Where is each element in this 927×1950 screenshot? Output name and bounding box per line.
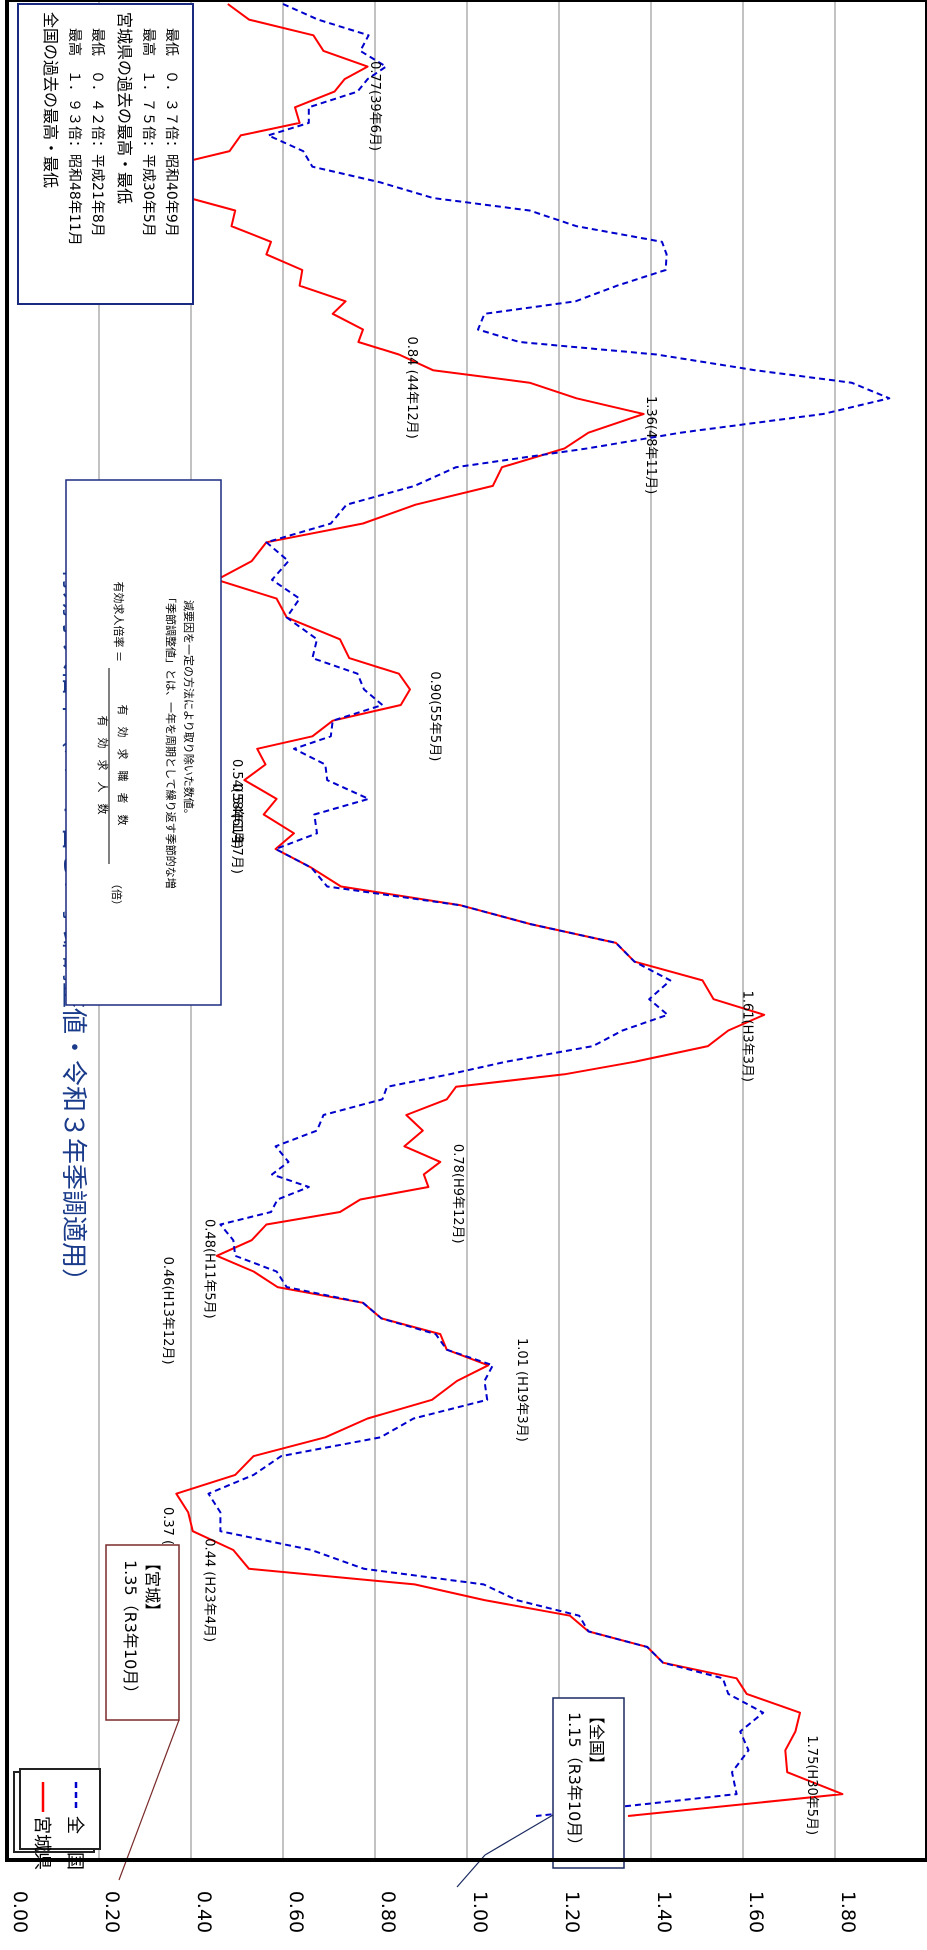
callout-zenkoku: 【全国】 1.15（R3年10月） (456, 1697, 625, 1888)
y-tick-label: 0.20 (101, 1891, 123, 1933)
annotation-label: 0.54(61年7月) (229, 784, 244, 874)
series-line-zenkoku (207, 3, 891, 1817)
y-tick-label: 1.80 (837, 1891, 859, 1933)
callout-miyagi-title: 【宮城】 (143, 1555, 162, 1619)
series-line-miyagi (164, 3, 844, 1817)
records-line-6: 最低 ０．３７倍：昭和40年9月 (163, 28, 179, 237)
y-tick-label: 1.20 (561, 1891, 583, 1933)
plot-area: 1.75(H30年5月) 1.01 (H19年3月) 0.78(H9年12月) 1.6… (5, 0, 927, 1888)
formula-numerator: 有 効 求 人 数 (96, 716, 110, 815)
records-line-5: 最高 １．７５倍：平成30年5月 (140, 28, 157, 237)
callout-zenkoku-title: 【全国】 (587, 1708, 606, 1772)
annotation-label: 0.44 (H23年4月) (201, 1538, 216, 1642)
series-lines (164, 3, 891, 1817)
y-tick-label: 1.40 (653, 1891, 675, 1933)
annotation-label: 1.61(H3年3月) (740, 991, 755, 1082)
legend-miyagi-label: 宮城県 (31, 1816, 52, 1870)
formula-note-2: 減要因を一定の方法により取り除いた数値。 (182, 600, 196, 820)
annotation-label: 0.90(55年5月) (427, 671, 442, 761)
records-line-4: 宮城県の過去の最高・最低 (115, 12, 134, 204)
y-tick-label: 0.80 (377, 1891, 399, 1933)
legend-zenkoku-label: 全 国 (64, 1816, 85, 1870)
records-line-1: 全国の過去の最高・最低 (41, 12, 60, 188)
formula-box: 有効求人倍率 ＝ 有 効 求 人 数 有 効 求 職 者 数 （倍） 「季節調整… (65, 479, 222, 1006)
formula-unit: （倍） (110, 878, 124, 911)
records-line-3: 最低 ０．４２倍：平成21年8月 (89, 28, 105, 237)
formula-denominator: 有 効 求 職 者 数 (116, 705, 130, 826)
annotation-label: 0.46(H13年12月) (160, 1257, 175, 1365)
annotation-label: 1.36(48年11月) (643, 396, 658, 494)
y-axis-ticks: 0.00 0.20 0.40 0.60 0.80 1.00 1.20 1.40 1.60 1.80… (9, 1891, 859, 1933)
formula-lhs: 有効求人倍率 ＝ (112, 582, 126, 663)
callout-zenkoku-value: 1.15（R3年10月） (565, 1712, 584, 1853)
plot-frame (5, 0, 927, 1862)
annotation-label: 0.77(39年6月) (367, 61, 382, 151)
y-tick-label: 1.60 (745, 1891, 767, 1933)
y-tick-label: 0.00 (9, 1891, 31, 1933)
callout-miyagi: 【宮城】 1.35（R3年10月） (105, 1544, 180, 1881)
annotation-label: 0.54(58年1月) (229, 759, 244, 849)
y-tick-label: 0.60 (285, 1891, 307, 1933)
legend: 宮城県 全 国 (13, 1768, 101, 1870)
annotation-label: 0.78(H9年12月) (450, 1144, 465, 1244)
annotation-label: 1.75(H30年5月) (804, 1735, 819, 1835)
formula-note-1: 「季節調整値」とは、一年を周期として繰り返す季節的な増 (164, 592, 178, 889)
y-tick-label: 1.00 (469, 1891, 491, 1933)
records-box: 全国の過去の最高・最低 最高 １．９３倍：昭和48年11月 最低 ０．４２倍：平… (17, 3, 194, 305)
y-tick-label: 0.40 (193, 1891, 215, 1933)
annotation-label: 0.48(H11年5月) (201, 1219, 216, 1319)
records-line-2: 最高 １．９３倍：昭和48年11月 (66, 28, 83, 246)
callout-miyagi-value: 1.35（R3年10月） (121, 1560, 140, 1701)
annotation-label: 0.84 (44年12月) (404, 337, 419, 439)
annotation-label: 1.01 (H19年3月) (514, 1338, 529, 1442)
